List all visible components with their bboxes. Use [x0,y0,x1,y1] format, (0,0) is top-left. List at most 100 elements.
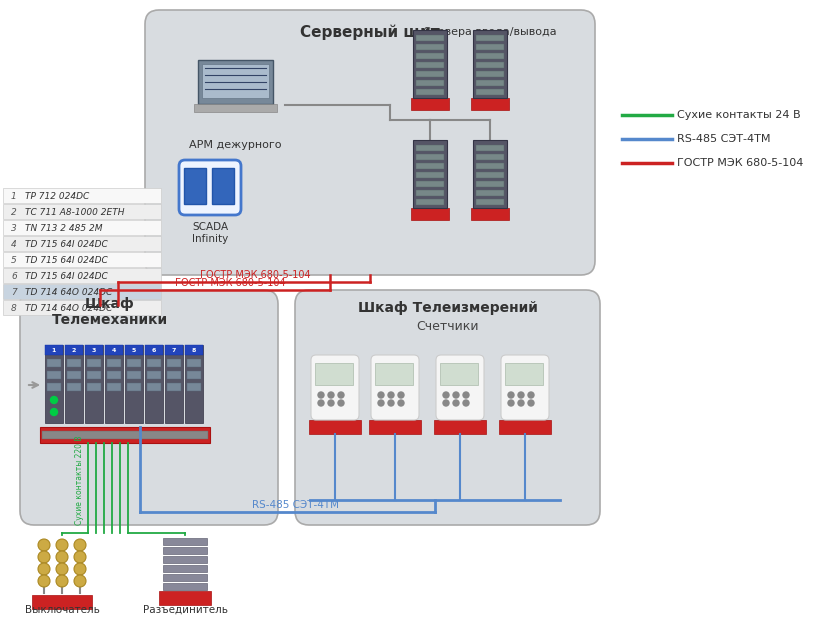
Circle shape [50,409,58,415]
Bar [434,420,486,434]
Bar [127,371,141,379]
Bar [67,383,81,391]
Bar [147,359,161,367]
Text: Шкаф
Телемеханики: Шкаф Телемеханики [52,297,168,327]
Circle shape [74,551,86,563]
Bar [42,431,208,439]
Bar [411,98,449,110]
Circle shape [388,400,394,406]
Bar [65,345,83,355]
Bar [167,371,181,379]
Text: ТN 713 2 485 2M: ТN 713 2 485 2M [25,225,102,233]
Bar [3,188,161,203]
FancyBboxPatch shape [501,355,549,420]
Bar [163,574,207,581]
Bar [416,163,444,169]
Circle shape [38,563,50,575]
FancyBboxPatch shape [436,355,484,420]
Bar [315,363,353,385]
Bar [416,172,444,178]
Text: 6: 6 [152,348,156,353]
Circle shape [74,539,86,551]
Text: 7: 7 [172,348,176,353]
Circle shape [518,392,524,398]
FancyBboxPatch shape [20,290,278,525]
FancyBboxPatch shape [295,290,600,525]
Text: Счетчики: Счетчики [416,320,479,333]
Bar [185,345,203,423]
Bar [476,53,504,59]
Bar [416,89,444,95]
Text: Сухие контакты 24 В: Сухие контакты 24 В [677,110,800,120]
Bar [476,62,504,68]
Bar [125,345,143,355]
Bar [147,371,161,379]
Bar [163,547,207,554]
Text: 5: 5 [132,348,136,353]
Bar [416,35,444,41]
Text: Выключатель: Выключатель [24,605,100,615]
Circle shape [56,539,68,551]
Bar [411,208,449,220]
Bar [105,345,123,355]
Bar [198,60,273,104]
Circle shape [38,551,50,563]
Bar [416,44,444,50]
Bar [309,420,361,434]
Text: TD 715 64I 024DC: TD 715 64I 024DC [25,272,107,281]
Text: RS-485 СЭТ-4ТМ: RS-485 СЭТ-4ТМ [252,500,338,510]
Bar [476,181,504,187]
Text: TD 715 64I 024DC: TD 715 64I 024DC [25,256,107,266]
Bar [127,383,141,391]
Bar [416,71,444,77]
Bar [416,154,444,160]
Text: TD 714 64O 024DC: TD 714 64O 024DC [25,304,112,313]
Circle shape [56,563,68,575]
Bar [476,145,504,151]
Bar [159,591,211,605]
Bar [3,204,161,219]
Bar [187,371,201,379]
Text: 8: 8 [192,348,196,353]
Circle shape [388,392,394,398]
Bar [185,345,203,355]
Bar [473,140,507,208]
Circle shape [56,575,68,587]
Text: ТС 711 А8-1000 2ETH: ТС 711 А8-1000 2ETH [25,208,124,217]
Bar [416,190,444,196]
Bar [416,53,444,59]
Circle shape [50,396,58,404]
Circle shape [508,400,514,406]
Bar [212,168,234,204]
Text: 5: 5 [11,256,17,266]
Text: SCADA
Infinity: SCADA Infinity [192,222,228,244]
Bar [107,383,121,391]
FancyBboxPatch shape [179,160,241,215]
Text: RS-485 СЭТ-4ТМ: RS-485 СЭТ-4ТМ [677,134,770,144]
Bar [3,236,161,251]
Bar [440,363,478,385]
Bar [32,595,92,609]
Text: 1: 1 [11,192,17,202]
Bar [194,104,277,112]
Bar [67,359,81,367]
Bar [47,383,61,391]
Bar [67,371,81,379]
Bar [473,30,507,98]
Text: ГОСТР МЭК 680-5-104: ГОСТР МЭК 680-5-104 [200,270,310,280]
Text: АРМ дежурного: АРМ дежурного [189,140,281,150]
Text: 3: 3 [11,225,17,233]
Text: ТР 712 024DC: ТР 712 024DC [25,192,89,202]
Bar [476,80,504,86]
Bar [476,71,504,77]
Text: ГОСТР МЭК 680-5-104: ГОСТР МЭК 680-5-104 [677,158,804,168]
Text: Сервера ввода/вывода: Сервера ввода/вывода [423,27,557,37]
Bar [184,168,206,204]
Bar [3,300,161,315]
Bar [3,268,161,283]
Text: 1: 1 [52,348,56,353]
Bar [47,371,61,379]
Circle shape [378,400,384,406]
Bar [105,345,123,423]
Circle shape [338,392,344,398]
